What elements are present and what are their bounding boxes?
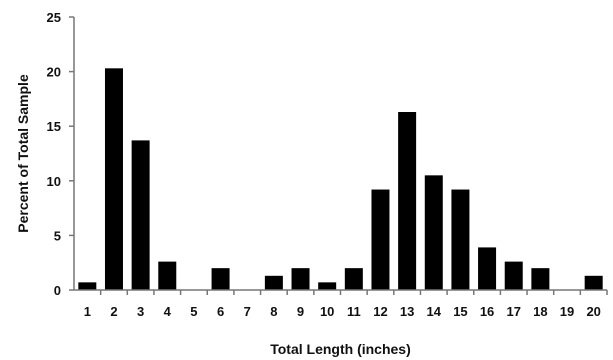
x-tick-label: 6 <box>217 304 224 319</box>
y-tick-label: 10 <box>47 174 61 189</box>
bar-9 <box>291 268 310 290</box>
bar-11 <box>344 268 363 290</box>
x-tick-label: 4 <box>164 304 172 319</box>
bar-16 <box>478 247 497 290</box>
x-tick-label: 13 <box>400 304 414 319</box>
x-axis-title: Total Length (inches) <box>270 341 411 357</box>
y-tick-label: 5 <box>54 228 61 243</box>
y-axis-ticks: 0 5 10 15 20 25 <box>47 10 74 298</box>
bar-1 <box>78 282 97 290</box>
x-tick-label: 15 <box>453 304 467 319</box>
bar-14 <box>424 175 443 290</box>
y-tick-label: 15 <box>47 119 61 134</box>
y-axis-title: Percent of Total Sample <box>15 74 31 233</box>
bar-13 <box>398 112 417 290</box>
y-tick-label: 25 <box>47 10 61 25</box>
bar-12 <box>371 189 390 290</box>
bar-15 <box>451 189 470 290</box>
bar-17 <box>504 261 523 290</box>
x-tick-label: 10 <box>320 304 334 319</box>
x-tick-label: 16 <box>480 304 494 319</box>
x-tick-label: 5 <box>190 304 197 319</box>
bars <box>78 68 603 290</box>
bar-6 <box>211 268 230 290</box>
x-tick-label: 9 <box>297 304 304 319</box>
x-tick-label: 17 <box>506 304 520 319</box>
bar-18 <box>531 268 550 290</box>
x-tick-label: 20 <box>586 304 600 319</box>
x-tick-label: 12 <box>373 304 387 319</box>
x-tick-label: 7 <box>244 304 251 319</box>
bar-8 <box>264 275 283 290</box>
y-tick-label: 0 <box>54 283 61 298</box>
x-tick-label: 8 <box>270 304 277 319</box>
x-tick-label: 14 <box>427 304 442 319</box>
x-tick-label: 11 <box>347 304 361 319</box>
bar-10 <box>318 282 337 290</box>
x-tick-label: 19 <box>560 304 574 319</box>
x-tick-label: 1 <box>84 304 91 319</box>
y-tick-label: 20 <box>47 65 61 80</box>
x-tick-label: 2 <box>110 304 117 319</box>
bar-3 <box>131 140 150 290</box>
bar-2 <box>104 68 123 290</box>
x-axis-ticks: 1 2 3 4 5 6 7 8 9 10 11 12 13 14 15 16 17 18 19 20 <box>84 290 608 319</box>
x-tick-label: 3 <box>137 304 144 319</box>
x-tick-label: 18 <box>533 304 547 319</box>
bar-4 <box>158 261 177 290</box>
bar-20 <box>584 275 603 290</box>
